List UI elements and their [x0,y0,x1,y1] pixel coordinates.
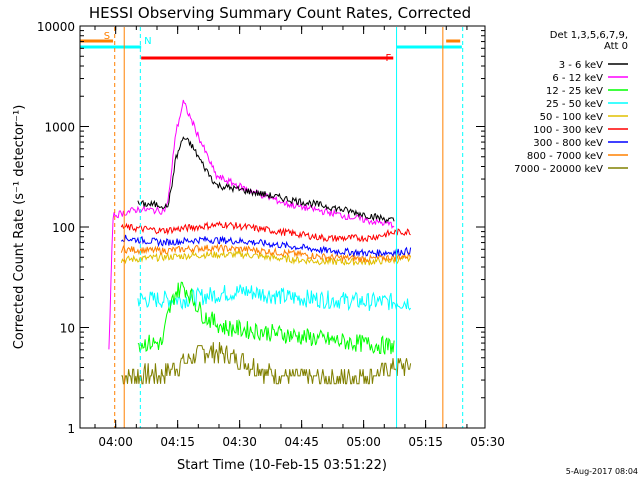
series-12-25-kev [137,281,395,355]
x-tick-label-04-45: 04:45 [284,435,319,449]
legend-label-100-300-kev: 100 - 300 keV [533,125,603,136]
legend: Det 1,3,5,6,7,9,Att 03 - 6 keV 6 - 12 keV… [514,30,628,175]
legend-label-12-25-kev: 12 - 25 keV [546,86,603,97]
series-7000-20000-kev [121,342,412,385]
y-axis-label: Corrected Count Rate (s⁻¹ detector⁻¹) [12,105,27,350]
x-tick-label-05-15: 05:15 [408,435,443,449]
x-tick-label-04-00: 04:00 [98,435,133,449]
footer-stamp: 5-Aug-2017 08:04 [566,467,638,476]
y-axis-label-text: Corrected Count Rate (s⁻¹ detector⁻¹) [12,105,27,350]
vertical-lines [114,27,464,428]
legend-label-300-800-kev: 300 - 800 keV [533,138,603,149]
legend-header-0: Det 1,3,5,6,7,9, [550,30,628,41]
y-axis: 1 10 100 1000 10000 [37,20,485,436]
y-tick-label-10: 10 [60,322,75,336]
y-tick-label-1: 1 [67,422,75,436]
legend-label-3-6-kev: 3 - 6 keV [559,60,603,71]
legend-label-7000-20000-kev: 7000 - 20000 keV [514,164,603,175]
x-tick-label-04-15: 04:15 [160,435,195,449]
series-3-6-kev [137,136,395,224]
series-800-7000-kev [120,243,411,263]
x-axis-label: Start Time (10-Feb-15 03:51:22) [177,458,387,473]
y-tick-label-10000: 10000 [37,20,75,34]
series-lines [108,99,412,385]
marker-label-n: N [144,36,151,47]
x-tick-label-05-00: 05:00 [346,435,381,449]
y-tick-label-1000: 1000 [44,121,75,135]
legend-label-6-12-kev: 6 - 12 keV [552,73,603,84]
marker-bars: S N F [80,31,462,64]
x-axis: 04:00 04:15 04:30 04:45 05:00 05:15 05:30 [94,26,505,449]
series-300-800-kev [120,234,412,259]
legend-label-25-50-kev: 25 - 50 keV [546,99,603,110]
series-25-50-kev [137,284,412,312]
series-6-12-kev [108,99,395,350]
x-tick-label-05-30: 05:30 [470,435,505,449]
chart-title: HESSI Observing Summary Count Rates, Cor… [89,4,471,22]
y-tick-label-100: 100 [52,221,75,235]
legend-label-800-7000-kev: 800 - 7000 keV [527,151,603,162]
legend-header-1: Att 0 [604,41,628,52]
legend-label-50-100-kev: 50 - 100 keV [540,112,604,123]
x-tick-label-04-30: 04:30 [222,435,257,449]
series-100-300-kev [120,220,411,243]
marker-label-s: S [104,31,110,42]
marker-label-f: F [385,53,391,64]
